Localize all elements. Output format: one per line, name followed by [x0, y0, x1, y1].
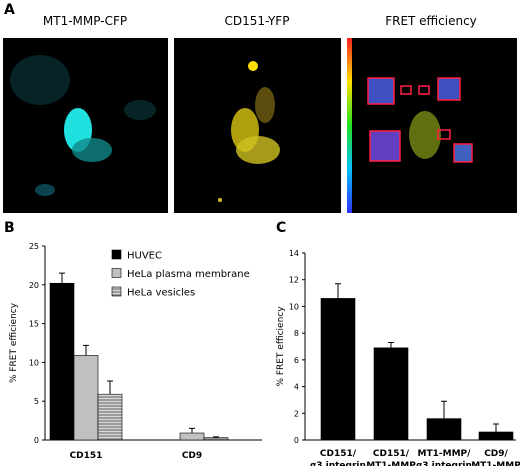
y-tick-label: 6 [294, 356, 299, 365]
micrograph [3, 38, 168, 213]
error-bar [107, 380, 113, 395]
error-bar [189, 427, 195, 434]
y-tick-label: 8 [294, 329, 299, 338]
micrograph [174, 38, 341, 213]
x-tick-label: CD151/ [373, 449, 410, 459]
bar [203, 437, 229, 441]
x-tick-label: CD9 [182, 451, 202, 461]
panel-label: B [4, 220, 15, 236]
y-tick-label: 25 [29, 242, 39, 251]
y-tick-label: 0 [34, 436, 39, 445]
y-tick-label: 14 [289, 249, 299, 258]
y-tick-label: 5 [34, 397, 39, 406]
x-tick-label: α3 integrin [416, 461, 472, 466]
x-tick-label: CD9/ [484, 449, 508, 459]
x-tick-label: α3 integrin [310, 461, 366, 466]
bar [478, 431, 514, 441]
bar [179, 432, 205, 441]
bar [73, 355, 99, 441]
bar [49, 282, 75, 441]
error-bar [493, 423, 499, 432]
y-axis-label: % FRET efficiency [9, 302, 19, 383]
panel-label: C [276, 220, 286, 236]
y-tick-label: 20 [29, 281, 39, 290]
y-tick-label: 10 [29, 358, 39, 367]
x-tick-label: CD151/ [320, 449, 357, 459]
error-bar [83, 344, 89, 356]
bar [426, 418, 462, 441]
micrograph [347, 38, 517, 213]
image-title: MT1-MMP-CFP [43, 14, 127, 28]
bar [97, 393, 123, 441]
y-tick-label: 15 [29, 320, 39, 329]
error-bar [388, 341, 394, 348]
legend-label: HUVEC [127, 251, 162, 262]
y-tick-label: 10 [289, 302, 299, 311]
legend-swatch [111, 249, 122, 260]
panel-label: A [4, 2, 15, 18]
x-tick-label: MT1-MMP/ [418, 449, 472, 459]
x-tick-label: MT1-MMP [471, 461, 520, 466]
error-bar [213, 436, 219, 438]
error-bar [59, 272, 65, 284]
error-bar [335, 283, 341, 299]
image-title: CD151-YFP [225, 14, 290, 28]
x-tick-label: MT1-MMP [366, 461, 416, 466]
legend-swatch [111, 268, 122, 278]
bar [320, 298, 356, 441]
y-tick-label: 0 [294, 436, 299, 445]
y-tick-label: 4 [294, 383, 299, 392]
y-axis-label: % FRET efficiency [276, 306, 286, 387]
error-bar [441, 400, 447, 419]
y-tick-label: 12 [289, 276, 299, 285]
x-tick-label: CD151 [70, 451, 103, 461]
legend-label: HeLa vesicles [127, 288, 195, 299]
image-title: FRET efficiency [385, 14, 477, 28]
legend-swatch [111, 286, 122, 297]
legend-label: HeLa plasma membrane [127, 269, 250, 280]
y-tick-label: 2 [294, 409, 299, 418]
bar [373, 347, 409, 441]
